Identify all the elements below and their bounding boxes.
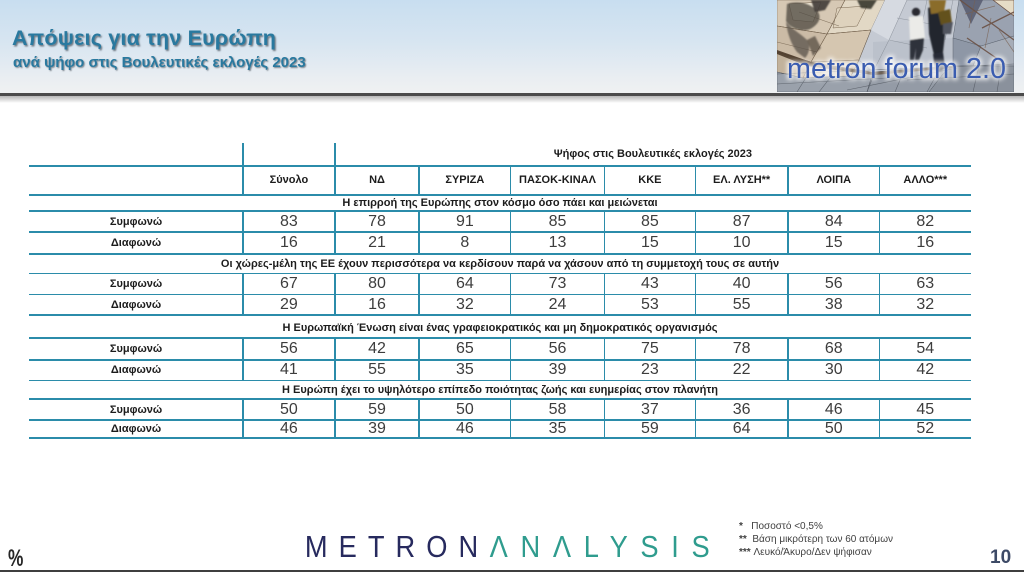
svg-text:METRON: METRON bbox=[305, 530, 478, 564]
svg-text:metron forum 2.0: metron forum 2.0 bbox=[787, 53, 1006, 85]
svg-text:metron forum 2.0: metron forum 2.0 bbox=[787, 53, 1006, 85]
svg-text:ΛNΛLYSIS: ΛNΛLYSIS bbox=[490, 530, 710, 564]
